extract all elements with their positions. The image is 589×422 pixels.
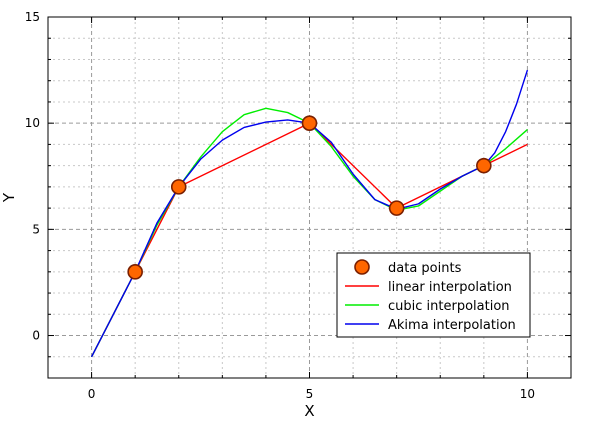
x-axis-title: X [304,402,314,420]
y-tick-label: 15 [25,10,40,24]
x-tick-label: 0 [88,387,96,401]
legend-marker [354,259,370,275]
ticks: 0 5 10 0 5 10 15 [25,10,572,401]
y-axis-title: Y [0,192,18,203]
x-tick-label: 10 [520,387,535,401]
legend-label: Akima interpolation [388,318,516,333]
y-tick-label: 10 [25,116,40,130]
data-point-marker [127,264,143,280]
plot-area [90,69,529,358]
x-tick-label: 5 [306,387,314,401]
legend-label: linear interpolation [388,280,512,295]
data-point-marker [301,115,318,131]
y-tick-label: 0 [32,329,40,343]
legend-label: cubic interpolation [388,299,510,314]
data-point-marker [170,179,187,195]
data-point-marker [388,200,405,216]
y-tick-label: 5 [32,222,40,236]
data-point-marker [476,157,492,174]
legend: data points linear interpolation cubic int… [336,252,531,338]
legend-label: data points [388,261,462,276]
